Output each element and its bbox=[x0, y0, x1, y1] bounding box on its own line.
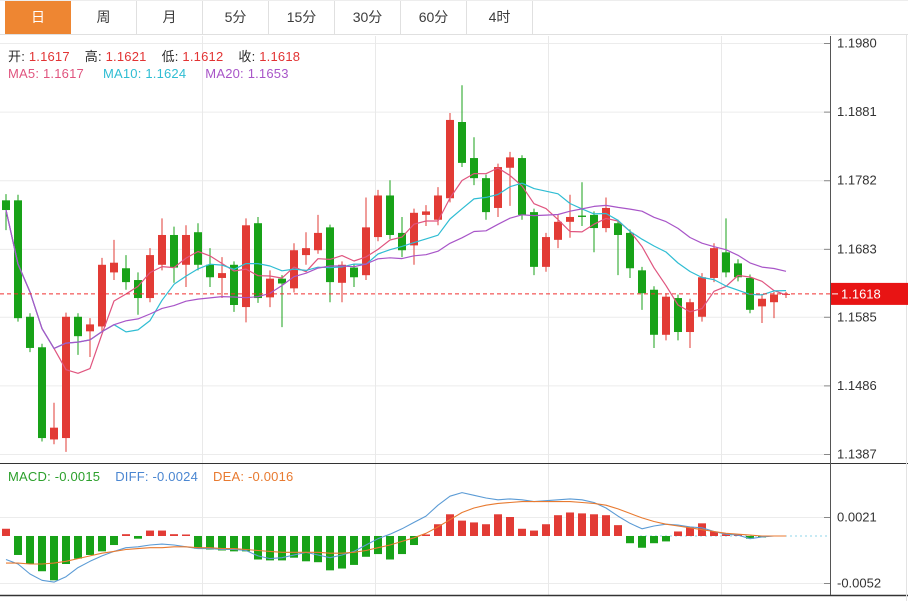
ma5-line bbox=[5, 167, 787, 374]
macd-panel bbox=[2, 492, 830, 583]
tab-day[interactable]: 日 bbox=[5, 1, 71, 34]
svg-text:1.1486: 1.1486 bbox=[837, 378, 877, 393]
svg-text:-0.0052: -0.0052 bbox=[837, 576, 881, 591]
tab-30min[interactable]: 30分 bbox=[335, 1, 401, 34]
gridlines bbox=[0, 36, 830, 595]
ma20-line bbox=[5, 204, 787, 349]
price-axis-labels: 1.1980 1.1881 1.1782 1.1683 1.1585 1.1486 1.13… bbox=[824, 36, 877, 462]
dea-line bbox=[6, 501, 786, 565]
tab-15min[interactable]: 15分 bbox=[269, 1, 335, 34]
tab-4hour[interactable]: 4时 bbox=[467, 1, 533, 34]
macd-panel-plot[interactable] bbox=[0, 464, 830, 595]
main-chart-plot[interactable] bbox=[0, 36, 830, 463]
svg-text:0.0021: 0.0021 bbox=[837, 510, 877, 525]
ma10-line bbox=[5, 182, 787, 349]
interval-tabbar: 日周月 5分 15分 30分 60分 4时 bbox=[0, 0, 908, 35]
tab-60min[interactable]: 60分 bbox=[401, 1, 467, 34]
last-price-badge: 1.1618 bbox=[831, 282, 908, 305]
diff-line bbox=[5, 492, 786, 583]
candlestick-chart: 1.1618 1.1980 1.1881 1.1782 1.1683 1.1585 1.14… bbox=[0, 35, 908, 601]
svg-text:1.1782: 1.1782 bbox=[837, 173, 877, 188]
tab-month[interactable]: 月 bbox=[137, 1, 203, 34]
panel-borders bbox=[0, 35, 908, 601]
svg-text:1.1881: 1.1881 bbox=[837, 104, 877, 119]
svg-text:1.1683: 1.1683 bbox=[837, 241, 877, 256]
last-price-badge-value: 1.1618 bbox=[841, 286, 881, 301]
svg-text:1.1387: 1.1387 bbox=[837, 447, 877, 462]
svg-text:1.1980: 1.1980 bbox=[837, 36, 877, 51]
svg-text:1.1585: 1.1585 bbox=[837, 309, 877, 324]
tab-week[interactable]: 周 bbox=[71, 1, 137, 34]
macd-axis-labels: 0.0021 -0.0052 bbox=[824, 510, 881, 591]
tab-5min[interactable]: 5分 bbox=[203, 1, 269, 34]
